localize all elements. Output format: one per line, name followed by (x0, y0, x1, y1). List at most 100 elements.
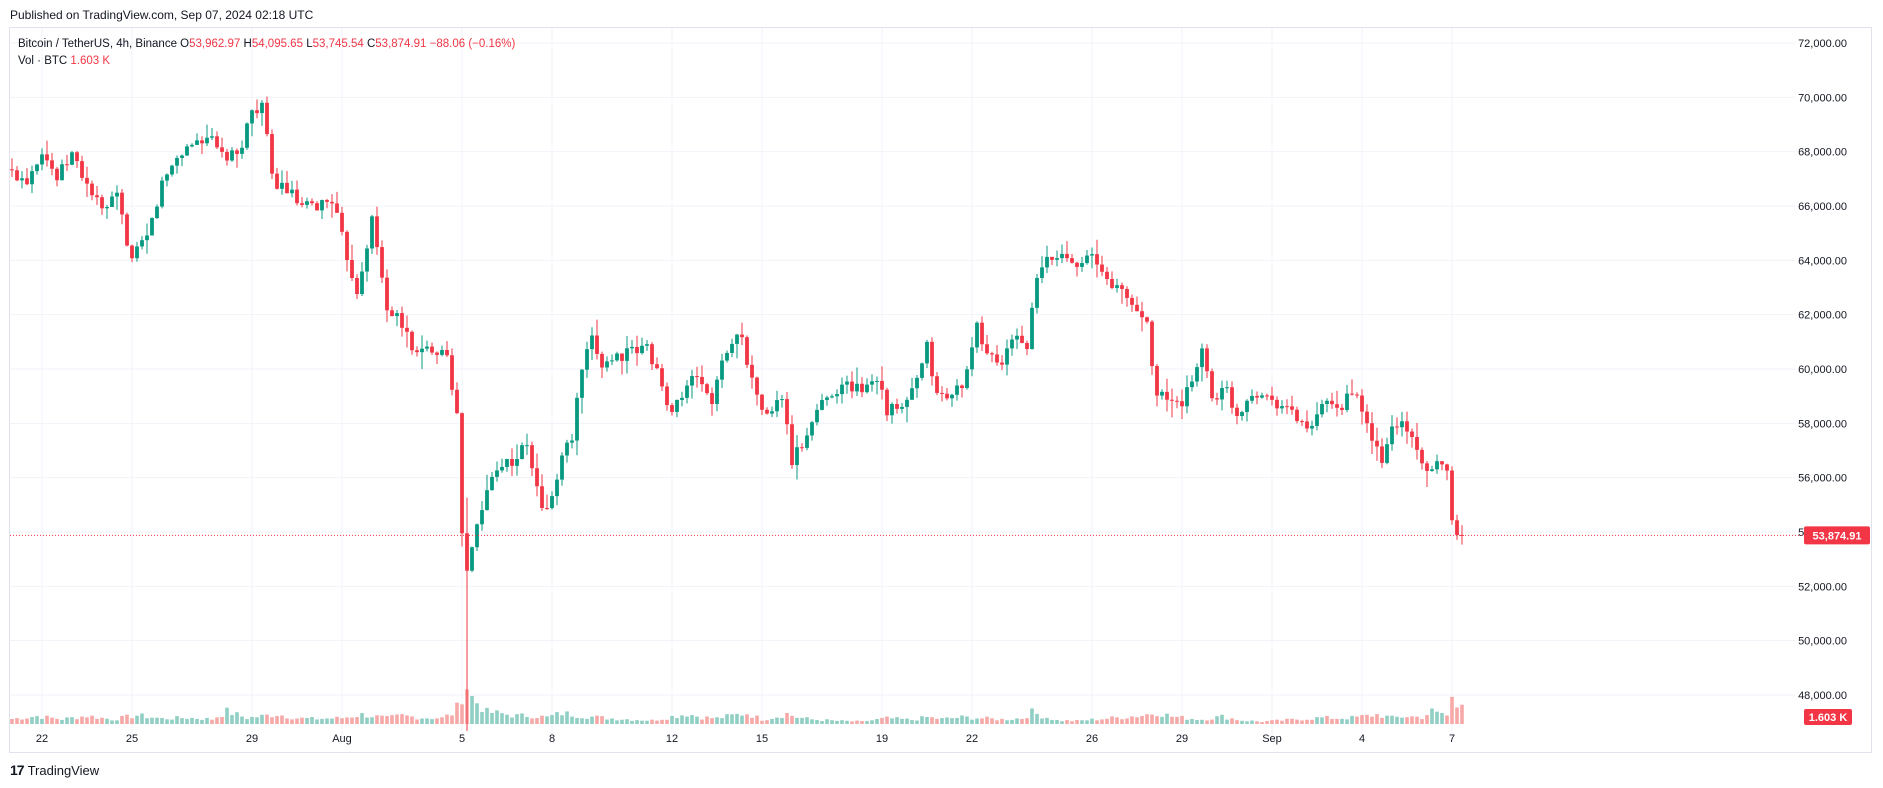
candle-body (595, 335, 599, 354)
volume-bar (385, 716, 389, 724)
volume-bar (1050, 720, 1054, 724)
volume-bar (1340, 718, 1344, 724)
volume-bar (1425, 715, 1429, 724)
volume-bar (1260, 722, 1264, 724)
x-tick-label: 8 (549, 733, 555, 745)
volume-bar (890, 718, 894, 724)
volume-bar (1240, 720, 1244, 724)
candle-body (585, 349, 589, 370)
volume-bar (1380, 717, 1384, 724)
candle-body (1085, 255, 1089, 264)
volume-bar (50, 717, 54, 724)
candle-body (30, 171, 34, 185)
volume-bar (285, 718, 289, 724)
candle-body (365, 248, 369, 272)
brand-name: TradingView (27, 762, 100, 778)
candle-body (290, 189, 294, 194)
volume-bar (1210, 719, 1214, 724)
candle-body (840, 384, 844, 395)
volume-bar (685, 716, 689, 724)
volume-bar (175, 716, 179, 724)
volume-bar (1115, 717, 1119, 724)
volume-bar (855, 720, 859, 724)
volume-bar (795, 717, 799, 724)
volume-bar (1215, 716, 1219, 724)
candle-body (1385, 444, 1389, 463)
footer-brand[interactable]: 17 TradingView (10, 762, 99, 778)
volume-bar (945, 717, 949, 724)
last-volume-label: 1.603 K (1809, 712, 1848, 724)
candle-body (750, 364, 754, 378)
volume-bar (190, 717, 194, 724)
volume-bar (670, 715, 674, 724)
volume-bar (155, 717, 159, 724)
x-tick-label: 29 (246, 733, 258, 745)
volume-bar (400, 714, 404, 724)
candle-body (1310, 425, 1314, 429)
candle-body (360, 271, 364, 295)
candle-body (65, 164, 69, 166)
candle-body (590, 335, 594, 350)
candle-body (70, 152, 74, 165)
candle-body (80, 161, 84, 178)
volume-bar (765, 720, 769, 724)
candle-body (215, 136, 219, 148)
volume-bar (900, 718, 904, 724)
candle-body (495, 470, 499, 477)
candle-body (445, 350, 449, 356)
candle-body (1040, 267, 1044, 278)
last-volume-badge (1804, 709, 1852, 725)
candle-body (455, 389, 459, 414)
volume-bar (60, 719, 64, 724)
candle-body (1135, 304, 1139, 312)
volume-bar (15, 718, 19, 724)
volume-bar (1270, 720, 1274, 724)
volume-bar (1175, 716, 1179, 724)
candle-body (500, 466, 504, 471)
volume-bar (255, 717, 259, 724)
candle-body (160, 180, 164, 207)
volume-bar (185, 718, 189, 724)
last-price-label: 53,874.91 (1813, 530, 1862, 542)
candle-body (450, 355, 454, 390)
volume-bar (30, 717, 34, 724)
volume-bar (1025, 718, 1029, 724)
volume-bar (580, 718, 584, 724)
y-tick-label: 64,000.00 (1798, 255, 1847, 267)
volume-bar (690, 715, 694, 724)
volume-bar (1185, 719, 1189, 724)
volume-bar (65, 717, 69, 724)
volume-bar (870, 720, 874, 724)
candle-body (565, 442, 569, 456)
candle-body (1150, 321, 1154, 367)
candle-body (1225, 387, 1229, 389)
candle-body (505, 458, 509, 467)
volume-bar (235, 712, 239, 724)
candle-body (1215, 398, 1219, 400)
candle-body (715, 379, 719, 404)
volume-bar (835, 720, 839, 724)
candle-body (1065, 253, 1069, 259)
volume-bar (1145, 714, 1149, 724)
candle-body (205, 137, 209, 144)
grid-lines (10, 28, 1795, 738)
candle-body (35, 164, 39, 172)
candle-body (825, 397, 829, 401)
volume-bar (625, 719, 629, 724)
volume-bar (1300, 720, 1304, 724)
y-tick-label: 50,000.00 (1798, 636, 1847, 648)
candle-body (370, 216, 374, 249)
volume-bar (1135, 717, 1139, 724)
candle-body (1395, 426, 1399, 428)
candle-body (1305, 421, 1309, 429)
volume-bar (1325, 715, 1329, 724)
candle-body (85, 177, 89, 184)
candle-body (945, 393, 949, 399)
candle-body (1455, 520, 1459, 535)
candle-body (710, 393, 714, 404)
candle-body (1335, 404, 1339, 408)
candle-body (1425, 463, 1429, 471)
volume-bar (180, 718, 184, 724)
volume-bar (565, 711, 569, 724)
